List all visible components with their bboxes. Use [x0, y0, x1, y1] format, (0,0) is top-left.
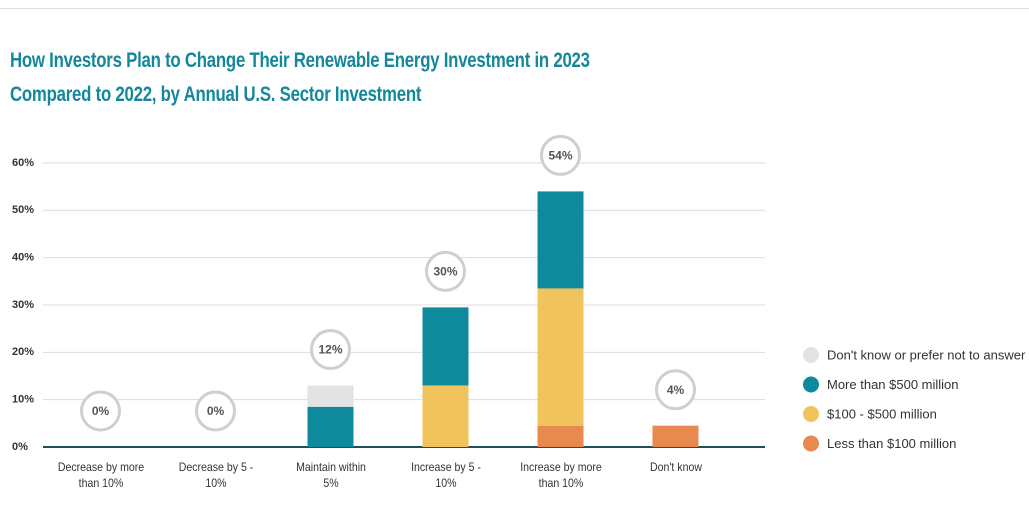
total-label: 0%: [207, 404, 225, 418]
total-badge: [195, 390, 236, 432]
bar-segment: [537, 191, 584, 289]
legend-label: More than $500 million: [827, 377, 959, 392]
bar-segment: [307, 406, 354, 447]
legend-label: Don't know or prefer not to answer: [827, 347, 1026, 362]
legend-marker: [803, 435, 819, 452]
top-rule: [0, 8, 1029, 9]
x-tick-label: Increase by more than 10%: [519, 460, 602, 490]
total-badge: [310, 328, 351, 370]
legend-marker: [803, 406, 819, 422]
y-tick-label: 60%: [12, 157, 34, 169]
legend-marker: [803, 347, 819, 363]
total-label: 4%: [667, 383, 685, 397]
total-label: 54%: [548, 149, 572, 163]
y-tick-label: 20%: [12, 346, 34, 358]
legend-marker: [803, 376, 819, 393]
x-tick-label: Maintain within 5%: [295, 460, 366, 490]
total-badge: [655, 369, 696, 411]
total-label: 12%: [318, 343, 342, 357]
legend-label: Less than $100 million: [827, 436, 956, 451]
x-tick-label: Decrease by 5 - 10%: [178, 460, 253, 490]
total-badge: [425, 250, 466, 292]
total-label: 0%: [92, 404, 110, 418]
x-tick-label: Decrease by more than 10%: [57, 460, 144, 490]
total-badge: [540, 134, 581, 176]
y-tick-label: 0%: [12, 441, 28, 453]
y-tick-label: 50%: [12, 204, 34, 216]
bar-segment: [307, 385, 354, 407]
x-tick-label: Don't know: [649, 460, 702, 474]
legend-label: $100 - $500 million: [827, 406, 937, 421]
bar-segment: [537, 288, 584, 426]
bar-segment: [537, 425, 584, 447]
x-tick-label: Increase by 5 - 10%: [410, 460, 481, 490]
bar-segment: [422, 307, 469, 386]
y-tick-label: 40%: [12, 252, 34, 264]
y-tick-label: 30%: [12, 299, 34, 311]
total-badge: [80, 390, 121, 432]
bar-segment: [422, 385, 469, 447]
total-label: 30%: [433, 265, 457, 279]
chart-title: How Investors Plan to Change Their Renew…: [10, 49, 590, 106]
bar-segment: [652, 425, 699, 447]
y-tick-label: 10%: [12, 394, 34, 406]
